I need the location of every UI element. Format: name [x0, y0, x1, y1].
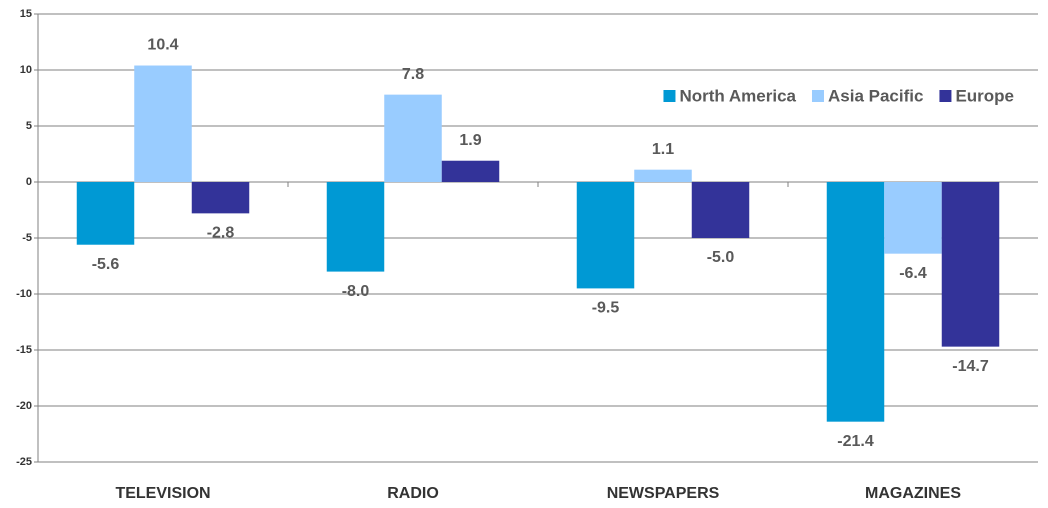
bar: [326, 182, 385, 272]
x-tick-label: TELEVISION: [115, 485, 210, 502]
data-label: 7.8: [402, 66, 424, 83]
y-tick-label: -5: [22, 232, 32, 244]
y-tick-label: -10: [16, 288, 32, 300]
data-label: -6.4: [899, 265, 927, 282]
y-tick-label: 5: [26, 120, 32, 132]
data-label: -9.5: [592, 300, 620, 317]
bar: [134, 65, 192, 182]
bar: [634, 169, 692, 182]
data-label: -2.8: [207, 225, 235, 242]
bar: [191, 182, 250, 214]
bar: [576, 182, 635, 289]
x-tick-label: RADIO: [387, 485, 439, 502]
y-tick-label: 15: [20, 8, 32, 20]
legend-swatch: [811, 90, 824, 102]
x-tick-label: NEWSPAPERS: [607, 485, 720, 502]
y-tick-label: 10: [20, 64, 32, 76]
y-tick-label: -25: [16, 456, 32, 468]
bar: [884, 182, 942, 254]
legend-label: Asia Pacific: [828, 86, 923, 105]
legend-label: North America: [679, 86, 796, 105]
bar: [691, 182, 750, 238]
legend-swatch: [939, 90, 952, 102]
legend-swatch: [663, 90, 676, 102]
legend-box: [657, 72, 1020, 120]
legend-label: Europe: [955, 86, 1014, 105]
y-tick-label: -15: [16, 344, 32, 356]
data-label: 1.9: [459, 132, 481, 149]
legend: North America Asia Pacific Europe: [657, 72, 1020, 120]
bar: [826, 182, 885, 422]
bar: [941, 182, 1000, 347]
data-label: -14.7: [952, 358, 989, 375]
bar: [76, 182, 135, 245]
data-label: -5.6: [92, 256, 120, 273]
data-label: -8.0: [342, 283, 370, 300]
bar: [384, 94, 442, 182]
data-label: -5.0: [707, 249, 735, 266]
y-tick-label: -20: [16, 400, 32, 412]
data-label: -21.4: [837, 433, 874, 450]
y-tick-label: 0: [26, 176, 32, 188]
data-label: 1.1: [652, 141, 674, 158]
data-label: 10.4: [147, 37, 178, 54]
x-tick-label: MAGAZINES: [865, 485, 961, 502]
bar: [441, 160, 500, 182]
